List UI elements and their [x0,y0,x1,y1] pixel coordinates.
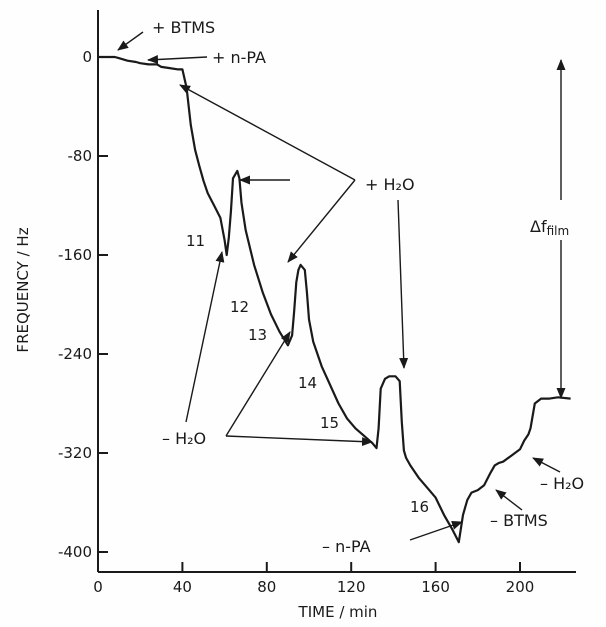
arrow-h2o-remove-3 [225,435,373,447]
arrow-h2o-add-3 [287,179,356,263]
arrow-npa-remove [409,521,463,541]
label-h2o-remove-right: – H₂O [540,474,584,493]
label-btms-remove: – BTMS [490,511,548,530]
segment-number-11: 11 [186,232,205,250]
segment-number-16: 16 [410,498,429,516]
segment-number-12: 12 [230,298,249,316]
x-tick-label: 0 [93,578,103,596]
arrow-btms-add [117,31,144,51]
segment-number-13: 13 [248,326,267,344]
y-tick-label: -240 [58,345,92,363]
arrow-btms-remove [495,489,523,511]
label-h2o-remove: – H₂O [162,429,206,448]
label-delta-f-film: Δffilm [530,217,569,238]
y-tick-label: -160 [58,246,92,264]
label-npa-remove: – n-PA [322,537,371,556]
annotation-arrows [117,31,566,541]
arrow-h2o-remove-right [532,457,561,473]
x-tick-label: 120 [337,578,366,596]
y-tick-label: -400 [58,543,92,561]
arrow-h2o-remove-1 [185,251,225,423]
y-tick-group: 0 -80 -160 -240 -320 -400 [58,48,108,561]
y-axis-title: FREQUENCY / Hz [14,227,32,352]
arrow-h2o-add-4 [397,199,409,369]
series-line-frequency [98,55,571,544]
arrow-h2o-remove-2 [225,331,291,437]
x-tick-label: 200 [506,578,535,596]
y-tick-label: -320 [58,444,92,462]
arrow-h2o-add-1 [179,84,356,181]
x-tick-group: 0 40 80 120 160 200 [93,562,534,596]
arrow-npa-add [147,54,208,64]
label-btms-add: + BTMS [152,18,215,37]
segment-number-14: 14 [298,374,317,392]
x-axis-title: TIME / min [298,603,378,621]
label-h2o-add: + H₂O [365,175,415,194]
x-tick-label: 160 [421,578,450,596]
x-tick-label: 80 [257,578,276,596]
y-tick-label: -80 [68,147,93,165]
y-tick-label: 0 [82,48,92,66]
label-npa-add: + n-PA [212,48,266,67]
x-tick-label: 40 [173,578,192,596]
segment-number-15: 15 [320,414,339,432]
